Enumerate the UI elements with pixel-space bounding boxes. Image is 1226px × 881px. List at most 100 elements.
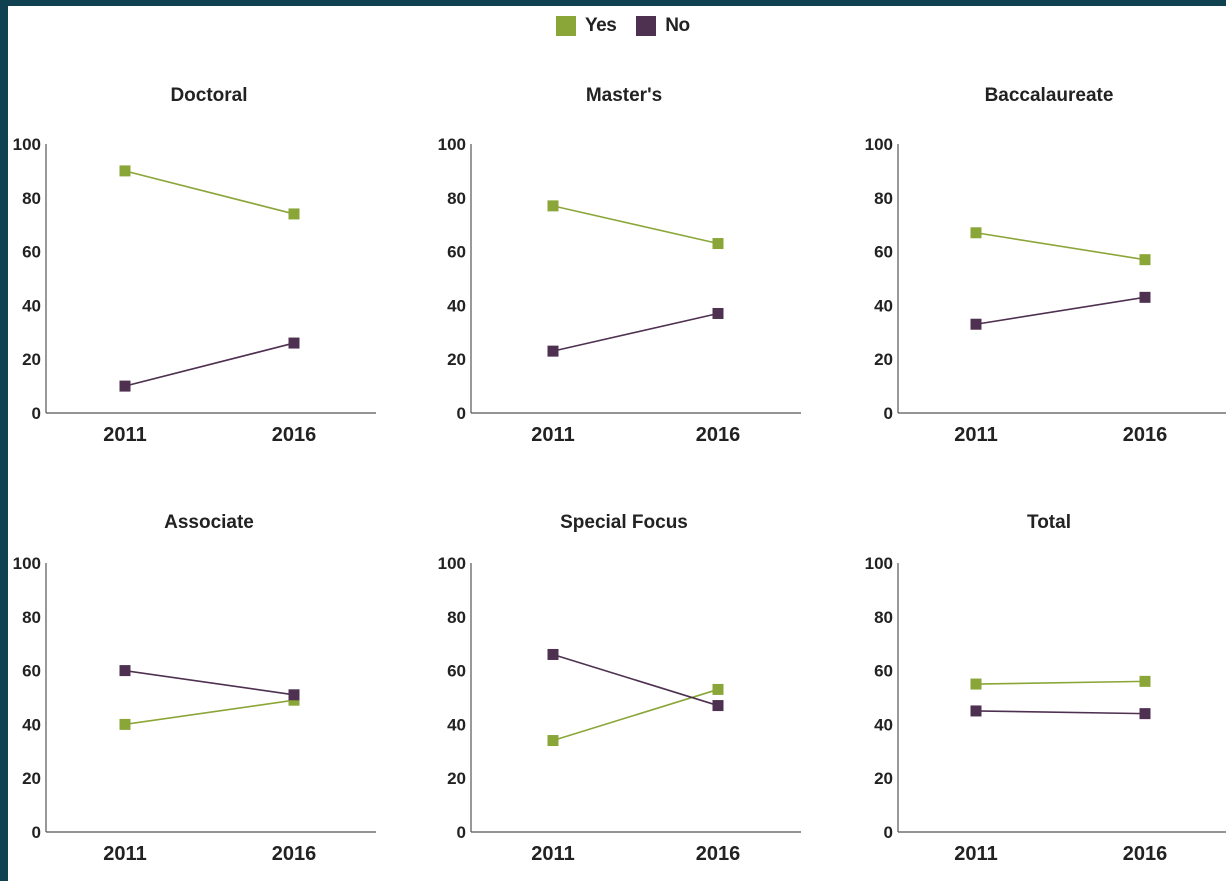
y-tick-label: 80 <box>874 189 893 208</box>
y-tick-label: 60 <box>447 243 466 262</box>
series-line-yes <box>124 170 295 215</box>
series-line-yes <box>975 231 1146 261</box>
y-tick-label: 60 <box>874 243 893 262</box>
data-point-yes <box>547 735 559 747</box>
panel-title: Master's <box>586 85 662 106</box>
y-tick-label: 40 <box>22 715 41 734</box>
y-tick-label: 20 <box>447 350 466 369</box>
y-tick-label: 20 <box>447 769 466 788</box>
series-line-yes <box>124 699 295 726</box>
x-tick-label: 2011 <box>103 843 146 865</box>
y-tick-label: 80 <box>22 189 41 208</box>
series-line-no <box>552 312 719 352</box>
x-tick-label: 2016 <box>696 843 741 865</box>
legend: Yes No <box>556 13 710 39</box>
y-tick-label: 0 <box>884 823 893 842</box>
data-point-no <box>119 665 131 677</box>
y-tick-label: 20 <box>22 350 41 369</box>
small-multiples-chart: Doctoral 0 20 40 60 80 100 2011 2016 Master's 0 20 4… <box>13 85 1226 865</box>
panel-baccalaureate: Baccalaureate 0 20 40 60 80 100 2011 2016 <box>865 85 1226 446</box>
series-line-no <box>552 653 719 707</box>
panel-title: Total <box>1027 512 1071 533</box>
series-line-no <box>975 296 1146 326</box>
series-line-yes <box>552 205 719 245</box>
data-point-yes <box>119 718 131 730</box>
x-tick-label: 2011 <box>954 424 997 446</box>
data-point-yes <box>119 165 131 177</box>
x-tick-label: 2016 <box>1123 424 1168 446</box>
data-point-yes <box>970 678 982 690</box>
y-tick-label: 40 <box>874 296 893 315</box>
chart-figure: Yes No Doctoral 0 20 40 60 80 100 2011 2016 Maste… <box>8 6 1226 881</box>
data-point-no <box>1139 708 1151 720</box>
y-tick-label: 0 <box>457 404 466 423</box>
y-tick-label: 100 <box>865 554 893 573</box>
legend-swatch-no <box>636 16 657 36</box>
data-point-yes <box>547 200 559 212</box>
y-tick-label: 80 <box>874 608 893 627</box>
data-point-yes <box>970 227 982 239</box>
legend-item-yes: Yes <box>556 15 617 37</box>
y-tick-label: 0 <box>32 823 41 842</box>
data-point-yes <box>712 238 724 250</box>
panel-associate: Associate 0 20 40 60 80 100 2011 2016 <box>13 512 376 865</box>
y-tick-label: 80 <box>22 608 41 627</box>
data-point-no <box>547 345 559 357</box>
panel-title: Baccalaureate <box>985 85 1114 106</box>
x-tick-label: 2016 <box>272 843 317 865</box>
legend-label-yes: Yes <box>585 15 617 36</box>
y-tick-label: 60 <box>22 243 41 262</box>
legend-swatch-yes <box>556 16 576 36</box>
x-tick-label: 2016 <box>696 424 741 446</box>
y-tick-label: 20 <box>874 769 893 788</box>
x-tick-label: 2011 <box>531 424 574 446</box>
y-tick-label: 60 <box>22 662 41 681</box>
y-tick-label: 60 <box>874 662 893 681</box>
series-line-no <box>124 342 295 387</box>
y-tick-label: 60 <box>447 662 466 681</box>
y-tick-label: 40 <box>874 715 893 734</box>
panel-special-focus: Special Focus 0 20 40 60 80 100 2011 2016 <box>438 512 801 865</box>
y-tick-label: 0 <box>457 823 466 842</box>
panel-title: Doctoral <box>170 85 247 106</box>
legend-label-no: No <box>665 15 690 36</box>
x-tick-label: 2011 <box>954 843 997 865</box>
data-point-no <box>970 318 982 330</box>
y-tick-label: 100 <box>438 554 466 573</box>
data-point-no <box>970 705 982 717</box>
series-line-yes <box>552 688 719 742</box>
y-tick-label: 100 <box>13 554 41 573</box>
series-line-yes <box>975 680 1146 685</box>
y-tick-label: 40 <box>447 296 466 315</box>
series-line-no <box>975 710 1146 715</box>
panel-master-s: Master's 0 20 40 60 80 100 2011 2016 <box>438 85 801 446</box>
x-tick-label: 2011 <box>531 843 574 865</box>
data-point-yes <box>288 208 300 220</box>
panel-title: Associate <box>164 512 254 533</box>
panel-total: Total 0 20 40 60 80 100 2011 2016 <box>865 512 1226 865</box>
y-tick-label: 100 <box>13 135 41 154</box>
data-point-no <box>1139 291 1151 303</box>
x-tick-label: 2016 <box>272 424 317 446</box>
data-point-yes <box>712 683 724 695</box>
data-point-yes <box>1139 675 1151 687</box>
data-point-no <box>288 337 300 349</box>
y-tick-label: 40 <box>22 296 41 315</box>
y-tick-label: 80 <box>447 189 466 208</box>
y-tick-label: 20 <box>874 350 893 369</box>
data-point-no <box>712 307 724 319</box>
y-tick-label: 40 <box>447 715 466 734</box>
panel-doctoral: Doctoral 0 20 40 60 80 100 2011 2016 <box>13 85 376 446</box>
data-point-no <box>288 689 300 701</box>
y-tick-label: 0 <box>32 404 41 423</box>
data-point-no <box>712 700 724 712</box>
data-point-no <box>547 648 559 660</box>
data-point-yes <box>1139 254 1151 266</box>
x-tick-label: 2011 <box>103 424 146 446</box>
y-tick-label: 80 <box>447 608 466 627</box>
y-tick-label: 100 <box>865 135 893 154</box>
y-tick-label: 20 <box>22 769 41 788</box>
panel-title: Special Focus <box>560 512 688 533</box>
y-tick-label: 100 <box>438 135 466 154</box>
y-tick-label: 0 <box>884 404 893 423</box>
